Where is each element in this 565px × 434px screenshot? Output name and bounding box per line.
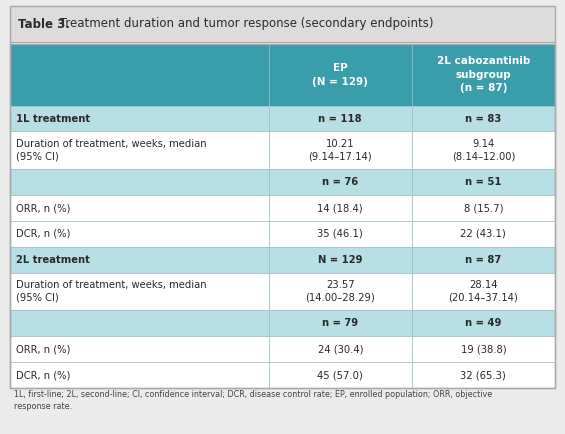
Text: 28.14
(20.14–37.14): 28.14 (20.14–37.14) bbox=[449, 280, 518, 303]
Bar bbox=[269, 247, 412, 273]
Text: 10.21
(9.14–17.14): 10.21 (9.14–17.14) bbox=[308, 139, 372, 161]
Bar bbox=[10, 247, 269, 273]
Text: 45 (57.0): 45 (57.0) bbox=[318, 370, 363, 380]
Bar bbox=[10, 105, 269, 132]
Bar bbox=[269, 310, 412, 336]
Text: ORR, n (%): ORR, n (%) bbox=[16, 203, 71, 213]
Text: 14 (18.4): 14 (18.4) bbox=[318, 203, 363, 213]
Text: n = 49: n = 49 bbox=[465, 319, 502, 329]
Bar bbox=[10, 44, 269, 105]
Bar bbox=[10, 44, 555, 388]
Text: 24 (30.4): 24 (30.4) bbox=[318, 344, 363, 354]
Text: 9.14
(8.14–12.00): 9.14 (8.14–12.00) bbox=[451, 139, 515, 161]
Text: Table 3.: Table 3. bbox=[18, 17, 70, 30]
Text: n = 118: n = 118 bbox=[319, 114, 362, 124]
Text: 1L, first-line; 2L, second-line; CI, confidence interval; DCR, disease control r: 1L, first-line; 2L, second-line; CI, con… bbox=[14, 390, 492, 411]
Bar bbox=[10, 6, 555, 42]
Bar bbox=[412, 273, 555, 310]
Bar bbox=[412, 336, 555, 362]
Text: 2L treatment: 2L treatment bbox=[16, 255, 90, 265]
Bar bbox=[412, 310, 555, 336]
Bar bbox=[412, 195, 555, 221]
Bar bbox=[269, 105, 412, 132]
Text: 19 (38.8): 19 (38.8) bbox=[460, 344, 506, 354]
Text: 2L cabozantinib
subgroup
(n = 87): 2L cabozantinib subgroup (n = 87) bbox=[437, 56, 530, 93]
Bar bbox=[269, 221, 412, 247]
Bar bbox=[10, 336, 269, 362]
Text: 22 (43.1): 22 (43.1) bbox=[460, 229, 506, 239]
Bar bbox=[269, 273, 412, 310]
Bar bbox=[412, 362, 555, 388]
Bar bbox=[10, 273, 269, 310]
Bar bbox=[10, 195, 269, 221]
Bar bbox=[10, 310, 269, 336]
Text: n = 51: n = 51 bbox=[465, 177, 502, 187]
Bar bbox=[269, 195, 412, 221]
Text: n = 76: n = 76 bbox=[322, 177, 358, 187]
Bar bbox=[269, 132, 412, 169]
Text: 1L treatment: 1L treatment bbox=[16, 114, 90, 124]
Text: DCR, n (%): DCR, n (%) bbox=[16, 370, 71, 380]
Bar bbox=[10, 6, 555, 388]
Bar bbox=[269, 336, 412, 362]
Bar bbox=[412, 247, 555, 273]
Text: Duration of treatment, weeks, median
(95% CI): Duration of treatment, weeks, median (95… bbox=[16, 139, 207, 161]
Bar bbox=[10, 362, 269, 388]
Text: 23.57
(14.00–28.29): 23.57 (14.00–28.29) bbox=[306, 280, 375, 303]
Bar bbox=[10, 169, 269, 195]
Text: 35 (46.1): 35 (46.1) bbox=[318, 229, 363, 239]
Text: Treatment duration and tumor response (secondary endpoints): Treatment duration and tumor response (s… bbox=[56, 17, 433, 30]
Bar bbox=[269, 44, 412, 105]
Bar bbox=[412, 169, 555, 195]
Bar bbox=[10, 132, 269, 169]
Text: n = 83: n = 83 bbox=[465, 114, 502, 124]
Text: n = 87: n = 87 bbox=[465, 255, 502, 265]
Bar bbox=[412, 105, 555, 132]
Bar bbox=[269, 362, 412, 388]
Bar bbox=[412, 132, 555, 169]
Text: Duration of treatment, weeks, median
(95% CI): Duration of treatment, weeks, median (95… bbox=[16, 280, 207, 303]
Bar bbox=[412, 221, 555, 247]
Text: EP
(N = 129): EP (N = 129) bbox=[312, 63, 368, 87]
Bar bbox=[412, 44, 555, 105]
Text: DCR, n (%): DCR, n (%) bbox=[16, 229, 71, 239]
Bar bbox=[10, 221, 269, 247]
Bar bbox=[269, 169, 412, 195]
Text: N = 129: N = 129 bbox=[318, 255, 363, 265]
Text: n = 79: n = 79 bbox=[322, 319, 358, 329]
Text: 32 (65.3): 32 (65.3) bbox=[460, 370, 506, 380]
Text: ORR, n (%): ORR, n (%) bbox=[16, 344, 71, 354]
Text: 8 (15.7): 8 (15.7) bbox=[463, 203, 503, 213]
